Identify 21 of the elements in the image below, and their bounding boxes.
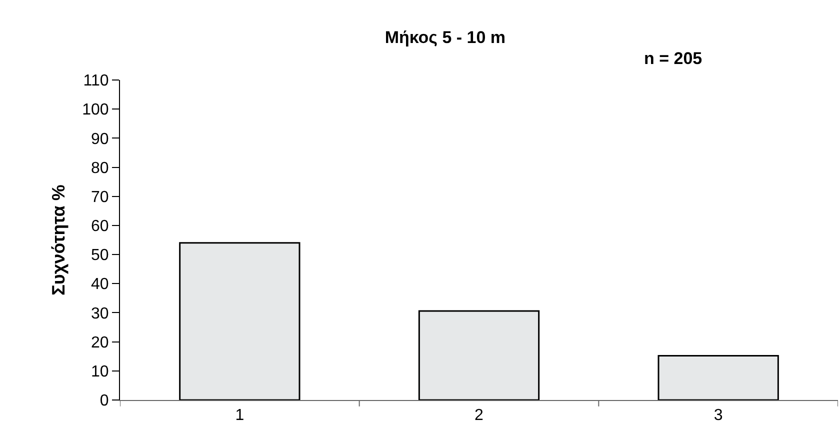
y-tick-label: 100 — [82, 102, 109, 119]
y-tick-label: 80 — [91, 160, 109, 177]
y-tick-label: 70 — [91, 188, 109, 206]
y-tick-label: 50 — [91, 247, 109, 264]
y-tick-label: 110 — [83, 72, 109, 90]
chart-title: Μήκος 5 - 10 m — [384, 28, 506, 47]
text: n = 205 — [644, 49, 702, 68]
bar — [418, 310, 540, 400]
y-tick-label: 90 — [91, 130, 109, 148]
y-tick-label: 30 — [91, 305, 109, 322]
y-tick-label: 20 — [91, 334, 109, 352]
x-tick-label: 1 — [235, 407, 244, 424]
y-tick-label: 60 — [91, 218, 109, 236]
y-tick-label: 0 — [100, 392, 109, 410]
y-tick-label: 40 — [91, 276, 109, 294]
x-tick-label: 3 — [714, 407, 723, 424]
bar — [658, 355, 779, 400]
bar — [179, 242, 300, 400]
y-tick-label: 10 — [91, 364, 109, 381]
x-tick-label: 2 — [474, 407, 484, 424]
y-axis-title: Συχνότητα % — [48, 184, 68, 296]
